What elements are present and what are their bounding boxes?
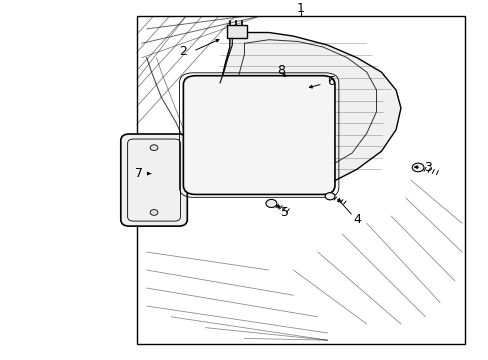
- Circle shape: [325, 193, 334, 200]
- Text: 7: 7: [135, 167, 143, 180]
- Text: 5: 5: [280, 206, 288, 219]
- Circle shape: [150, 145, 158, 150]
- Circle shape: [411, 163, 423, 172]
- FancyBboxPatch shape: [121, 134, 187, 226]
- Circle shape: [150, 210, 158, 215]
- Bar: [227, 25, 246, 38]
- Text: 8: 8: [277, 64, 285, 77]
- Polygon shape: [210, 32, 400, 189]
- Bar: [137, 16, 464, 344]
- Text: 4: 4: [352, 213, 360, 226]
- FancyBboxPatch shape: [183, 76, 334, 194]
- Circle shape: [265, 199, 276, 207]
- Text: 2: 2: [179, 45, 187, 58]
- Text: 1: 1: [296, 2, 304, 15]
- Text: 6: 6: [327, 75, 335, 87]
- Text: 3: 3: [423, 161, 431, 174]
